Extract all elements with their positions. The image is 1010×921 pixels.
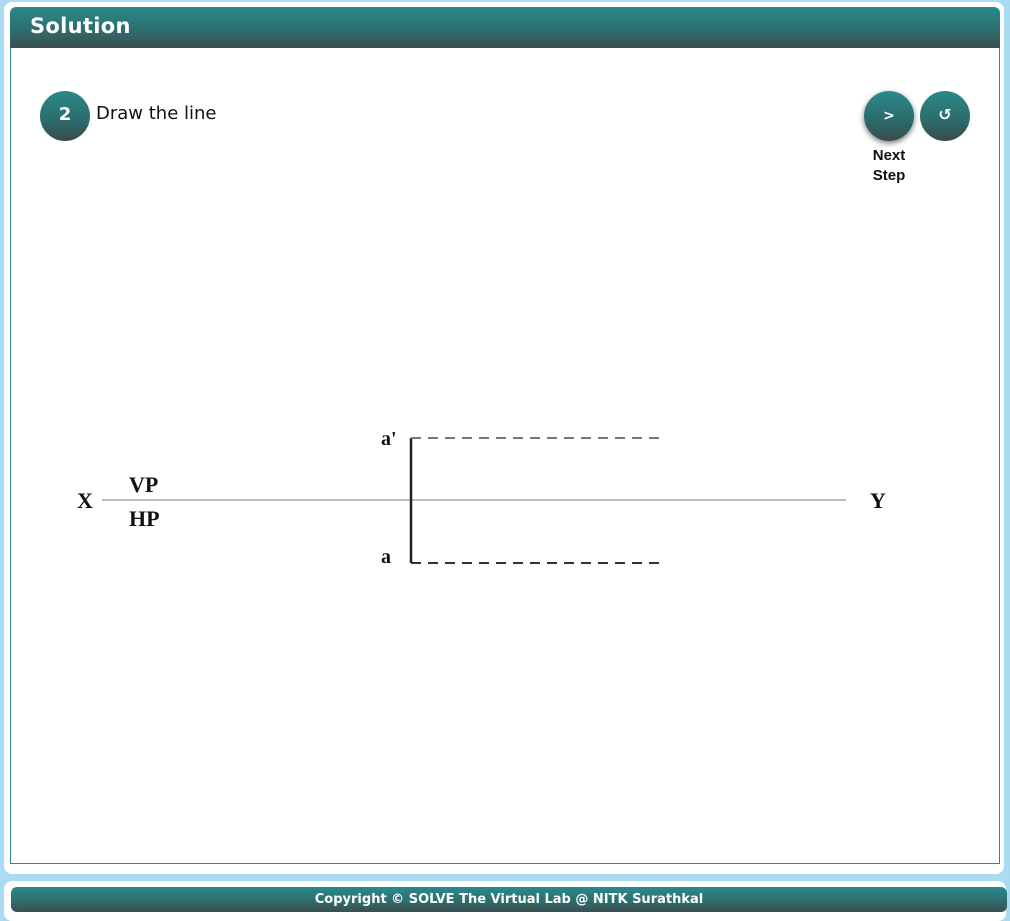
- step-number-badge: 2: [40, 91, 90, 141]
- next-step-label-line1: Next: [872, 147, 906, 164]
- footer-bar: Copyright © SOLVE The Virtual Lab @ NITK…: [11, 887, 1007, 912]
- reset-icon: ↺: [938, 105, 952, 124]
- front-point-label: a': [381, 428, 397, 450]
- next-step-label: Next Step: [859, 146, 919, 186]
- top-point-label: a: [381, 546, 391, 568]
- solution-header: Solution: [10, 7, 1000, 48]
- y-label: Y: [870, 488, 886, 513]
- hp-label: HP: [129, 506, 160, 531]
- reset-button[interactable]: ↺: [920, 91, 970, 141]
- next-arrow-icon: >: [883, 108, 895, 124]
- next-step-label-line2: Step: [872, 167, 906, 184]
- x-label: X: [77, 488, 93, 513]
- next-step-button[interactable]: >: [864, 91, 914, 141]
- header-title: Solution: [30, 14, 131, 38]
- content-frame: [10, 48, 1000, 864]
- step-instruction: Draw the line: [96, 103, 217, 124]
- vp-label: VP: [129, 472, 158, 497]
- copyright-text: Copyright © SOLVE The Virtual Lab @ NITK…: [314, 892, 704, 907]
